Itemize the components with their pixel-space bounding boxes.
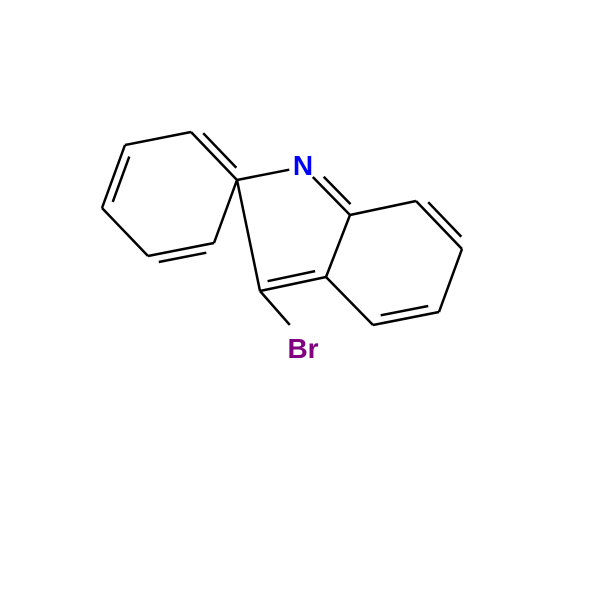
bond-line: [324, 177, 351, 204]
atom-label-br: Br: [287, 333, 318, 364]
bond-line: [113, 157, 130, 202]
bond-line: [191, 132, 237, 180]
bond-line: [260, 277, 326, 291]
bond-line: [416, 201, 462, 249]
bond-line: [326, 277, 373, 325]
bond-line: [260, 291, 290, 325]
atom-label-n: N: [293, 150, 313, 181]
bond-line: [350, 201, 416, 215]
bond-line: [159, 253, 207, 262]
bond-line: [326, 215, 350, 277]
bond-line: [237, 180, 260, 291]
molecule-diagram: N Br: [0, 0, 600, 600]
bond-line: [237, 170, 289, 180]
bond-line: [381, 306, 429, 315]
bond-line: [439, 249, 462, 312]
bond-line: [125, 132, 191, 145]
bond-line: [102, 208, 148, 256]
bond-line: [313, 177, 350, 215]
bond-line: [214, 180, 237, 243]
